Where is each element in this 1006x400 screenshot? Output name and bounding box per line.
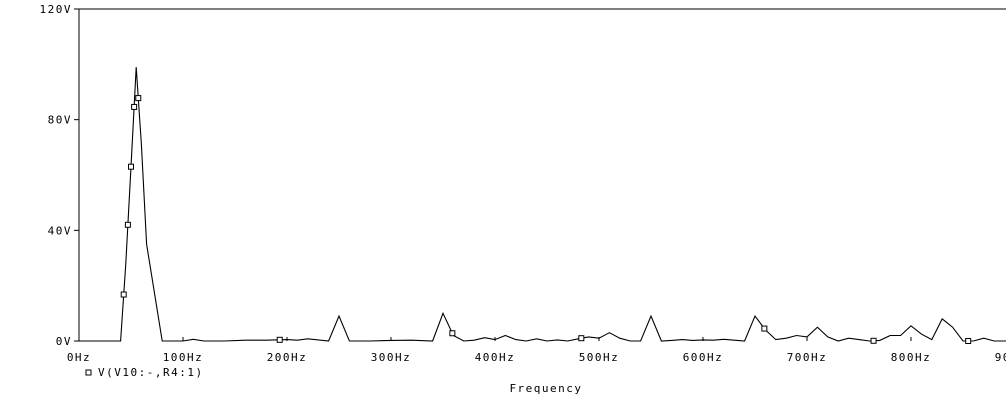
x-tick-label: 500Hz (579, 351, 620, 364)
y-tick-label: 120V (40, 3, 73, 16)
legend-label: V(V10:-,R4:1) (98, 366, 204, 379)
x-tick-label: 600Hz (683, 351, 724, 364)
series-marker (761, 325, 768, 332)
legend-marker (85, 369, 92, 376)
y-tick-label: 0V (56, 335, 72, 348)
y-tick-label: 40V (48, 224, 72, 237)
x-tick-label: 300Hz (371, 351, 412, 364)
series-marker (128, 163, 134, 170)
legend: V(V10:-,R4:1) (85, 366, 204, 379)
series-marker (120, 291, 127, 298)
x-tick-label: 900Hz (995, 351, 1006, 364)
series-marker (131, 103, 138, 110)
y-axis-ticks: 0V 40V 80V 120V (40, 3, 79, 348)
series-marker (965, 338, 972, 344)
axes (78, 8, 1006, 341)
x-tick-label: 0Hz (67, 351, 91, 364)
series-marker (276, 336, 283, 343)
x-tick-label: 700Hz (787, 351, 828, 364)
y-tick-label: 80V (48, 114, 72, 127)
x-tick-label: 200Hz (267, 351, 308, 364)
series-marker (870, 337, 877, 344)
series-marker (449, 330, 456, 337)
series-marker (578, 335, 585, 342)
x-axis-label: Frequency (509, 382, 582, 395)
x-tick-label: 400Hz (475, 351, 516, 364)
series-marker (124, 221, 131, 228)
series-line (79, 67, 1006, 342)
x-tick-label: 100Hz (163, 351, 204, 364)
series-marker (135, 95, 142, 102)
x-tick-label: 800Hz (891, 351, 932, 364)
series-layer (79, 67, 1006, 344)
x-axis-ticks: 0Hz 100Hz 200Hz 300Hz 400Hz 500Hz 600Hz 700Hz 80… (67, 337, 1006, 364)
